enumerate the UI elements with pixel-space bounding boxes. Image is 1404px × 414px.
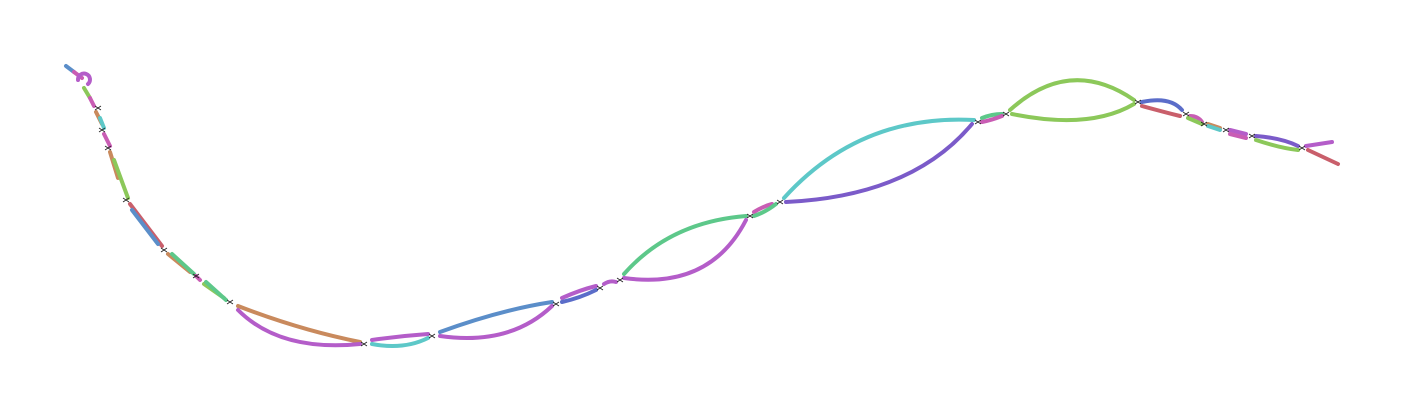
graph-segment (1010, 102, 1136, 123)
graph-segment (1140, 104, 1182, 118)
graph-link (1002, 111, 1010, 117)
graph-segment (98, 116, 106, 130)
graph-segment (980, 112, 1004, 120)
graph-link (596, 285, 604, 291)
graph-segment (1186, 116, 1204, 126)
graph-segment (784, 122, 974, 204)
graph-segment (980, 114, 1004, 124)
graph-link (94, 105, 102, 111)
graph-segment (1304, 140, 1334, 148)
graph-segment (370, 332, 430, 342)
graph-link (1134, 99, 1142, 105)
graph-link (122, 197, 130, 203)
graph-segment (236, 304, 362, 344)
graph-link (1182, 111, 1190, 117)
graph-segment (1228, 132, 1248, 140)
graph-segment (102, 132, 112, 148)
graph-link (776, 199, 784, 205)
graph-segment (622, 218, 748, 282)
graph-segment (88, 96, 96, 108)
graph-link (192, 273, 200, 279)
graph-segment (1140, 98, 1184, 112)
graph-segment (438, 304, 554, 340)
graph-link (1200, 121, 1208, 127)
graph-segment (752, 202, 778, 218)
graph-segment (438, 300, 554, 334)
graph-link (98, 127, 106, 133)
graph-segment (1228, 128, 1248, 136)
graph-segment (76, 71, 92, 86)
graph-links (94, 99, 1306, 347)
graph-segment (1188, 114, 1204, 124)
graph-segment (782, 117, 976, 200)
graph-link (746, 213, 754, 219)
graph-link (360, 341, 368, 347)
graph-link (974, 119, 982, 125)
graph-segment (1206, 124, 1222, 132)
graph-link (552, 301, 560, 307)
graph-link (160, 247, 168, 253)
graph-segment (1008, 78, 1136, 112)
graph-link (428, 333, 436, 339)
graph-link (1222, 127, 1230, 133)
graph-segment (204, 280, 228, 302)
graph-segment (560, 284, 598, 300)
graph-segment (112, 158, 130, 200)
graph-segment (370, 336, 430, 348)
graph-segment (1254, 134, 1300, 148)
graph-segment (602, 279, 618, 286)
graph-link (226, 299, 234, 305)
graph-link (616, 277, 624, 283)
graph-link (104, 145, 112, 151)
graph-segment (236, 308, 362, 348)
graph-link (1298, 145, 1306, 151)
graph-segment (622, 214, 748, 276)
graph-segments (64, 64, 1340, 348)
graph-segment (560, 288, 598, 304)
graph-segment (1254, 138, 1300, 152)
graph-segment (1306, 148, 1340, 166)
graph-segment (130, 208, 160, 246)
graph-link (1248, 133, 1256, 139)
graph-segment (752, 202, 774, 214)
graph-segment (170, 252, 196, 276)
